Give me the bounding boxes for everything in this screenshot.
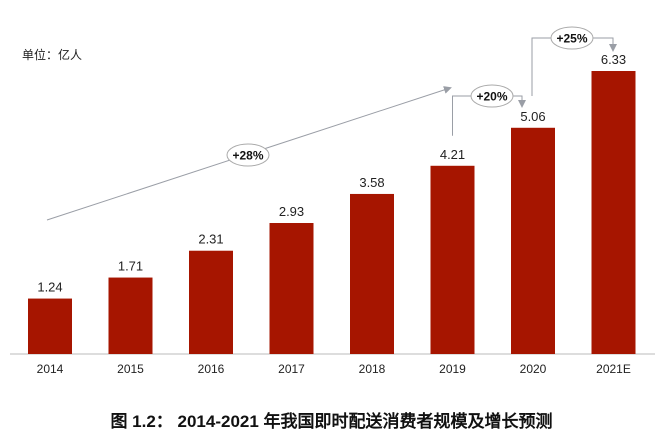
bar — [28, 298, 72, 354]
x-tick-label: 2021E — [596, 362, 631, 376]
data-label: 2.93 — [279, 204, 304, 219]
x-tick-label: 2014 — [37, 362, 64, 376]
data-label: 1.71 — [118, 259, 143, 274]
data-label: 6.33 — [601, 52, 626, 67]
x-tick-label: 2016 — [198, 362, 225, 376]
bar — [511, 127, 555, 354]
chart-caption: 图 1.2： 2014-2021 年我国即时配送消费者规模及增长预测 — [110, 412, 553, 431]
growth-bubble — [550, 26, 594, 50]
bar — [189, 250, 233, 354]
growth-bubble — [226, 143, 270, 167]
unit-label: 单位：亿人 — [22, 48, 83, 62]
bar — [591, 71, 636, 354]
growth-label: +25% — [556, 32, 587, 46]
x-tick-label: 2017 — [278, 362, 305, 376]
bar — [430, 165, 475, 354]
growth-label: +28% — [232, 149, 263, 163]
x-tick-label: 2018 — [359, 362, 386, 376]
x-tick-label: 2019 — [439, 362, 466, 376]
data-label: 3.58 — [359, 175, 384, 190]
data-label: 2.31 — [198, 232, 223, 247]
data-label: 4.21 — [440, 147, 465, 162]
growth-bubble — [470, 84, 514, 108]
bar — [269, 223, 314, 354]
growth-label: +20% — [476, 90, 507, 104]
data-label: 5.06 — [520, 109, 545, 124]
bar — [350, 193, 394, 354]
bar — [108, 277, 153, 354]
x-tick-label: 2015 — [117, 362, 144, 376]
x-tick-label: 2020 — [520, 362, 547, 376]
data-label: 1.24 — [37, 280, 62, 295]
